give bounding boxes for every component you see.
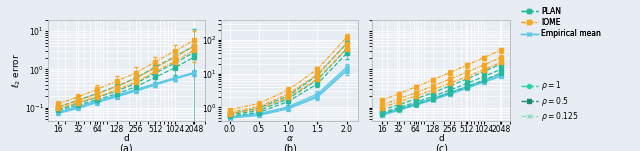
Text: (c): (c) xyxy=(435,143,448,151)
Legend: $\rho = 1$, $\rho = 0.5$, $\rho = 0.125$: $\rho = 1$, $\rho = 0.5$, $\rho = 0.125$ xyxy=(521,79,578,123)
Y-axis label: $\ell_2$ error: $\ell_2$ error xyxy=(11,53,23,88)
Text: (b): (b) xyxy=(283,143,296,151)
Text: (a): (a) xyxy=(120,143,133,151)
Legend: PLAN, IOME, Empirical mean: PLAN, IOME, Empirical mean xyxy=(521,7,601,38)
X-axis label: d: d xyxy=(124,134,129,143)
X-axis label: d: d xyxy=(438,134,444,143)
X-axis label: $\alpha$: $\alpha$ xyxy=(285,134,294,143)
